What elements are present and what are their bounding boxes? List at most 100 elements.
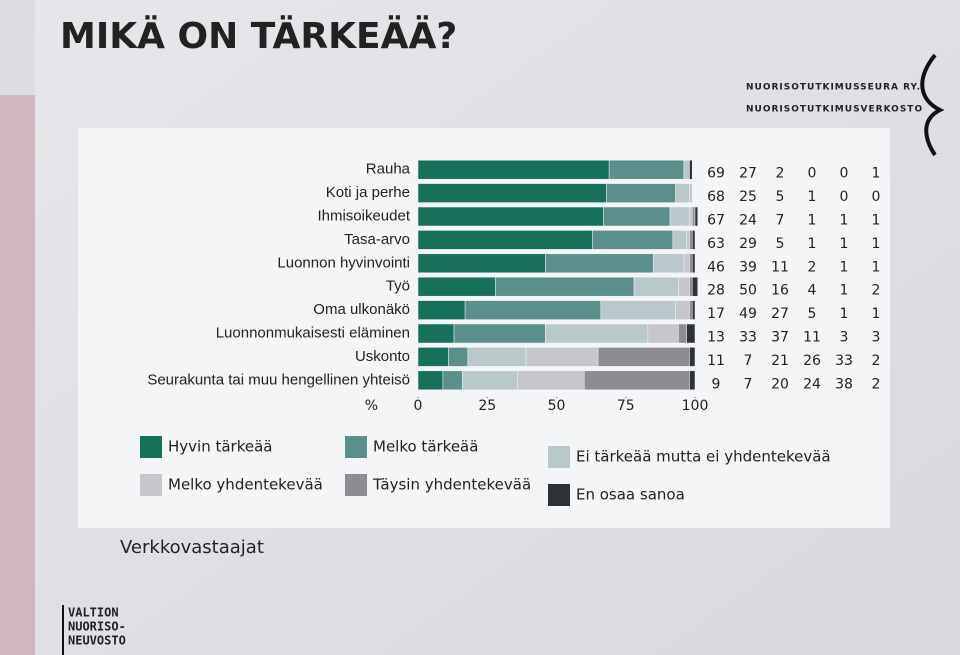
value-label: 7 — [744, 353, 753, 369]
bar-segment — [545, 254, 653, 273]
value-label: 2 — [872, 283, 881, 299]
bar-segment — [604, 207, 670, 226]
bar-segment — [418, 184, 606, 203]
value-label: 33 — [739, 330, 757, 346]
value-label: 39 — [739, 259, 757, 275]
value-label: 7 — [776, 213, 785, 229]
value-label: 69 — [707, 166, 725, 182]
bar-segment — [418, 277, 496, 296]
side-strip — [0, 95, 35, 655]
bar-segment — [468, 347, 526, 366]
bar-segment — [606, 184, 675, 203]
x-tick-label: 50 — [548, 398, 566, 414]
value-label: 9 — [712, 376, 721, 392]
value-label: 5 — [808, 306, 817, 322]
org-name: NUORISOTUTKIMUSSEURA RY. — [746, 83, 921, 93]
value-label: 49 — [739, 306, 757, 322]
bar-segment — [418, 207, 604, 226]
legend-label: Melko tärkeää — [373, 438, 478, 456]
value-label: 1 — [840, 306, 849, 322]
x-tick-label: 25 — [478, 398, 496, 414]
value-label: 68 — [707, 189, 725, 205]
value-label: 37 — [771, 330, 789, 346]
bar-segment — [689, 371, 695, 390]
value-label: 1 — [808, 213, 817, 229]
bar-segment — [687, 324, 695, 343]
legend-label: Melko yhdentekevää — [168, 476, 323, 494]
bar-segment — [518, 371, 584, 390]
bar-segment — [601, 301, 676, 320]
bar-segment — [676, 301, 690, 320]
x-axis-label: % — [365, 398, 378, 414]
bar-segment — [584, 371, 689, 390]
value-label: 4 — [808, 283, 817, 299]
category-label: Ihmisoikeudet — [317, 207, 410, 224]
legend-label: Ei tärkeää mutta ei yhdentekevää — [576, 448, 831, 466]
legend-swatch — [345, 436, 367, 458]
value-label: 2 — [808, 259, 817, 275]
value-label: 2 — [872, 353, 881, 369]
bar-segment — [670, 207, 689, 226]
bar-segment — [695, 207, 698, 226]
bar-segment — [689, 230, 692, 249]
category-label: Rauha — [366, 161, 411, 178]
bar-segment — [418, 160, 609, 179]
category-label: Oma ulkonäkö — [313, 301, 410, 318]
value-label: 1 — [840, 283, 849, 299]
logo-text: NEUVOSTO — [68, 634, 126, 648]
bar-segment — [418, 230, 593, 249]
bar-segment — [418, 254, 545, 273]
value-label: 0 — [808, 166, 817, 182]
bar-segment — [465, 301, 601, 320]
bar-segment — [545, 324, 647, 343]
value-label: 5 — [776, 189, 785, 205]
bar-segment — [687, 230, 690, 249]
bar-segment — [692, 277, 698, 296]
value-label: 20 — [771, 376, 789, 392]
bar-segment — [443, 371, 462, 390]
note: Verkkovastaajat — [120, 537, 264, 558]
bar-segment — [609, 160, 684, 179]
value-label: 1 — [808, 236, 817, 252]
value-label: 25 — [739, 189, 757, 205]
legend-swatch — [548, 446, 570, 468]
value-label: 11 — [803, 330, 821, 346]
value-label: 0 — [840, 166, 849, 182]
page: MIKÄ ON TÄRKEÄÄ? NUORISOTUTKIMUSSEURA RY… — [0, 0, 960, 655]
bar-segment — [462, 371, 517, 390]
bar-segment — [689, 347, 695, 366]
logo-text: NUORISO- — [68, 620, 126, 634]
value-label: 21 — [771, 353, 789, 369]
bar-segment — [689, 184, 692, 203]
bar-segment — [598, 347, 689, 366]
value-label: 1 — [872, 236, 881, 252]
value-label: 1 — [840, 213, 849, 229]
value-label: 2 — [872, 376, 881, 392]
bar-segment — [448, 347, 467, 366]
slide: MIKÄ ON TÄRKEÄÄ? NUORISOTUTKIMUSSEURA RY… — [0, 0, 960, 655]
category-label: Luonnon hyvinvointi — [277, 254, 410, 271]
x-tick-label: 100 — [682, 398, 709, 414]
x-tick-label: 75 — [617, 398, 635, 414]
x-tick-label: 0 — [414, 398, 423, 414]
bar-segment — [648, 324, 678, 343]
value-label: 46 — [707, 259, 725, 275]
bar-segment — [678, 324, 686, 343]
category-label: Tasa-arvo — [344, 231, 410, 248]
value-label: 13 — [707, 330, 725, 346]
value-label: 33 — [835, 353, 853, 369]
value-label: 26 — [803, 353, 821, 369]
value-label: 1 — [840, 259, 849, 275]
category-label: Työ — [386, 278, 410, 295]
value-label: 28 — [707, 283, 725, 299]
bar-segment — [634, 277, 678, 296]
value-label: 11 — [707, 353, 725, 369]
bar-segment — [692, 207, 695, 226]
legend-label: Täysin yhdentekevää — [372, 476, 531, 494]
bar-segment — [689, 277, 692, 296]
value-label: 2 — [776, 166, 785, 182]
bar-segment — [692, 254, 695, 273]
bar-segment — [454, 324, 545, 343]
bar-segment — [689, 207, 692, 226]
bar-segment — [692, 301, 695, 320]
